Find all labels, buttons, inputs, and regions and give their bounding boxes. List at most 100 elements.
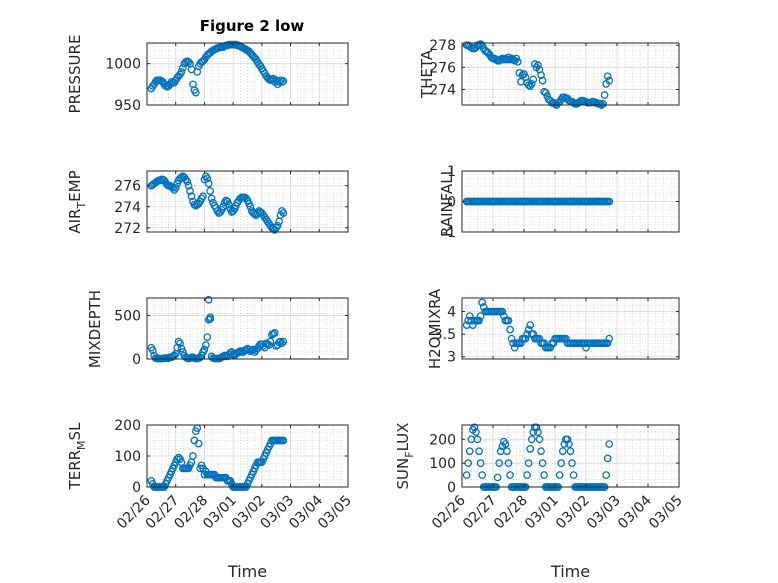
data-point	[605, 197, 614, 206]
data-point	[568, 459, 576, 468]
subplot-3: 272 274 276 AIRTEMP	[66, 170, 349, 237]
subplot-7: 010020002/2602/2702/2803/0103/0203/0303/…	[66, 418, 355, 581]
y-tick-label: 274	[429, 83, 456, 99]
data-point	[557, 459, 566, 468]
data-point	[563, 435, 572, 444]
data-point	[532, 423, 541, 432]
data-point	[200, 345, 209, 354]
data-point	[207, 194, 216, 203]
y-tick-label: 278	[429, 38, 456, 54]
x-tick-label: 02/26	[429, 492, 469, 532]
x-tick-label: 03/02	[553, 493, 593, 533]
data-point	[504, 459, 513, 468]
y-tick-label: 276	[114, 179, 141, 195]
data-point	[498, 307, 507, 316]
y-tick-label: 0	[447, 480, 456, 496]
data-point	[506, 325, 514, 334]
data-point	[190, 200, 199, 209]
data-point	[199, 192, 207, 201]
data-point	[171, 183, 180, 192]
axes-box	[146, 297, 349, 360]
data-point	[523, 471, 531, 479]
x-axis-label: Time	[550, 562, 590, 581]
x-tick-label: 02/28	[491, 493, 531, 533]
data-point	[465, 312, 474, 320]
data-point	[555, 471, 564, 479]
data-point	[279, 436, 288, 445]
y-tick-label: 3.5	[434, 327, 456, 343]
data-point	[501, 440, 510, 448]
data-point	[279, 337, 288, 346]
data-series	[462, 40, 614, 109]
data-point	[605, 76, 614, 85]
data-point	[535, 435, 544, 444]
data-point	[565, 440, 573, 448]
y-tick-label: 0	[132, 352, 141, 368]
data-series	[147, 172, 288, 234]
y-axis-label: MIXDEPTH	[86, 290, 104, 368]
data-point	[183, 177, 192, 186]
y-tick-label: 200	[114, 418, 141, 434]
data-point	[507, 334, 516, 343]
y-axis-label: H2OMIXRA	[426, 288, 444, 369]
y-tick-label: 276	[429, 60, 456, 76]
data-point	[206, 315, 215, 323]
data-point	[204, 295, 213, 304]
y-tick-label: 3	[447, 350, 456, 366]
y-tick-label: 0	[447, 195, 456, 211]
y-axis-label: THETA	[418, 49, 436, 99]
data-point	[538, 76, 547, 85]
data-point	[184, 181, 193, 190]
x-tick-label: 03/05	[646, 493, 686, 533]
y-tick-label: 1000	[105, 57, 141, 73]
y-tick-label: 272	[114, 221, 141, 237]
data-point	[270, 329, 279, 337]
data-point	[599, 100, 607, 108]
data-point	[202, 341, 210, 349]
data-point	[526, 444, 535, 453]
data-point	[148, 346, 157, 355]
y-tick-label: 1	[447, 164, 456, 180]
y-axis-label: PRESSURE	[66, 35, 84, 114]
data-point	[206, 187, 215, 195]
data-point	[521, 334, 530, 343]
data-point	[174, 337, 183, 346]
x-tick-label: 02/27	[460, 493, 500, 533]
axes-box	[461, 424, 680, 488]
data-point	[493, 473, 502, 482]
data-point	[191, 88, 200, 97]
data-point	[529, 75, 538, 84]
data-point	[465, 447, 474, 456]
data-point	[596, 100, 604, 108]
x-axis-label: Time	[227, 562, 267, 581]
data-point	[279, 77, 288, 85]
x-tick-label: 03/05	[315, 493, 355, 533]
data-series	[147, 40, 288, 97]
data-point	[504, 316, 513, 325]
data-point	[495, 459, 504, 468]
y-tick-label: 0	[132, 480, 141, 496]
data-point	[534, 428, 542, 437]
axes-box	[146, 42, 349, 106]
data-point	[204, 179, 213, 188]
data-point	[189, 452, 197, 460]
data-point	[569, 471, 578, 479]
y-axis-label: AIRTEMP	[66, 170, 88, 233]
data-point	[540, 471, 549, 479]
data-point	[524, 459, 533, 468]
data-point	[265, 341, 273, 349]
axes-box	[461, 297, 680, 360]
data-point	[605, 334, 614, 343]
data-point	[566, 447, 575, 456]
data-point	[473, 435, 482, 444]
data-point	[184, 58, 193, 66]
data-point	[176, 339, 184, 348]
data-point	[203, 333, 212, 342]
x-tick-label: 03/04	[615, 492, 655, 532]
data-point	[603, 339, 612, 348]
data-point	[538, 459, 547, 468]
data-series	[462, 298, 614, 352]
data-point	[478, 471, 486, 479]
